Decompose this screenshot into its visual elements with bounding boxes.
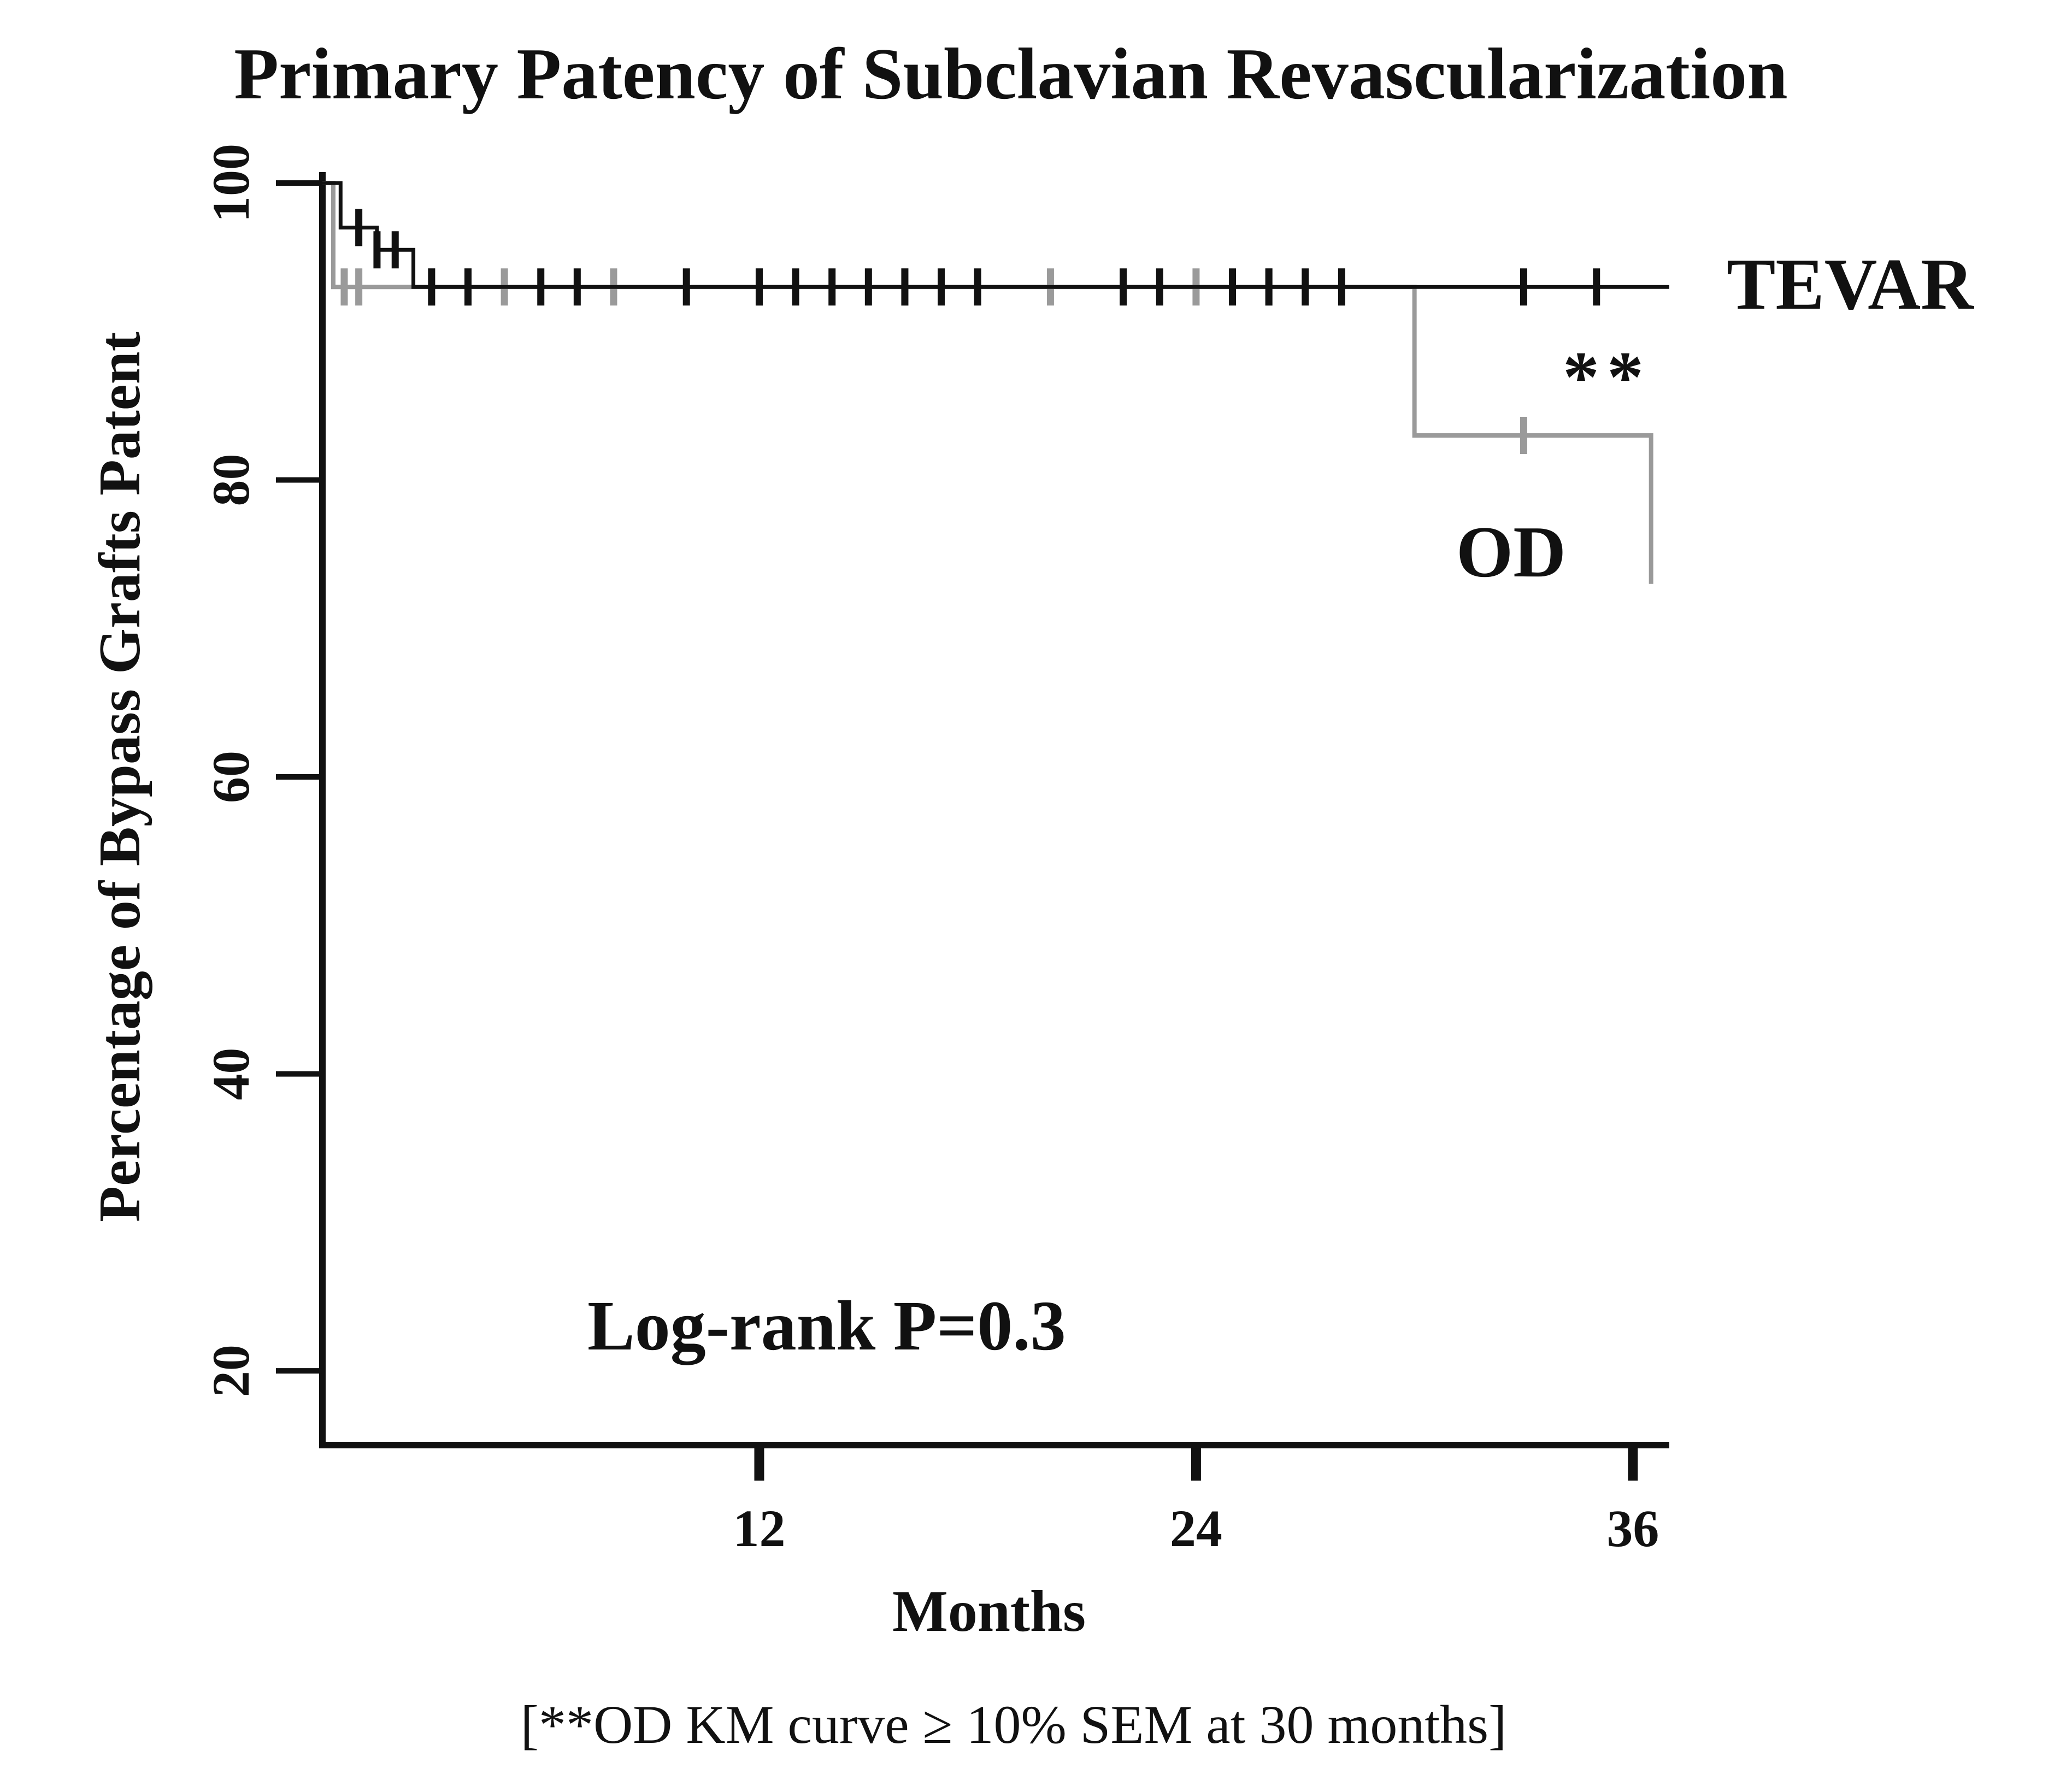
pvalue-label: Log-rank P=0.3 bbox=[587, 1287, 1066, 1365]
od-series bbox=[322, 181, 1653, 584]
footnote: [**OD KM curve ≥ 10% SEM at 30 months] bbox=[521, 1694, 1507, 1755]
y-tick-label: 100 bbox=[202, 144, 260, 222]
y-tick-label: 20 bbox=[202, 1345, 260, 1397]
y-tick-label: 60 bbox=[202, 751, 260, 803]
x-tick-label: 36 bbox=[1606, 1499, 1659, 1558]
y-tick-label: 40 bbox=[202, 1048, 260, 1100]
axis-ticks: 20 40 60 80 100 12 24 36 bbox=[202, 144, 1659, 1558]
x-tick-label: 24 bbox=[1170, 1499, 1222, 1558]
chart-title: Primary Patency of Subclavian Revascular… bbox=[234, 33, 1787, 114]
asterisk-note: ** bbox=[1563, 337, 1651, 417]
axes bbox=[319, 172, 1669, 1448]
tevar-series bbox=[322, 181, 1669, 306]
y-axis-label: Percentage of Bypass Grafts Patent bbox=[87, 332, 152, 1222]
y-tick-label: 80 bbox=[202, 454, 260, 506]
tevar-label: TEVAR bbox=[1727, 244, 1974, 325]
od-label: OD bbox=[1456, 511, 1566, 592]
x-tick-label: 12 bbox=[733, 1499, 785, 1558]
tevar-curve bbox=[322, 181, 1669, 289]
x-axis-label: Months bbox=[892, 1579, 1086, 1644]
series-layer bbox=[322, 181, 1669, 584]
od-curve bbox=[322, 181, 1653, 584]
